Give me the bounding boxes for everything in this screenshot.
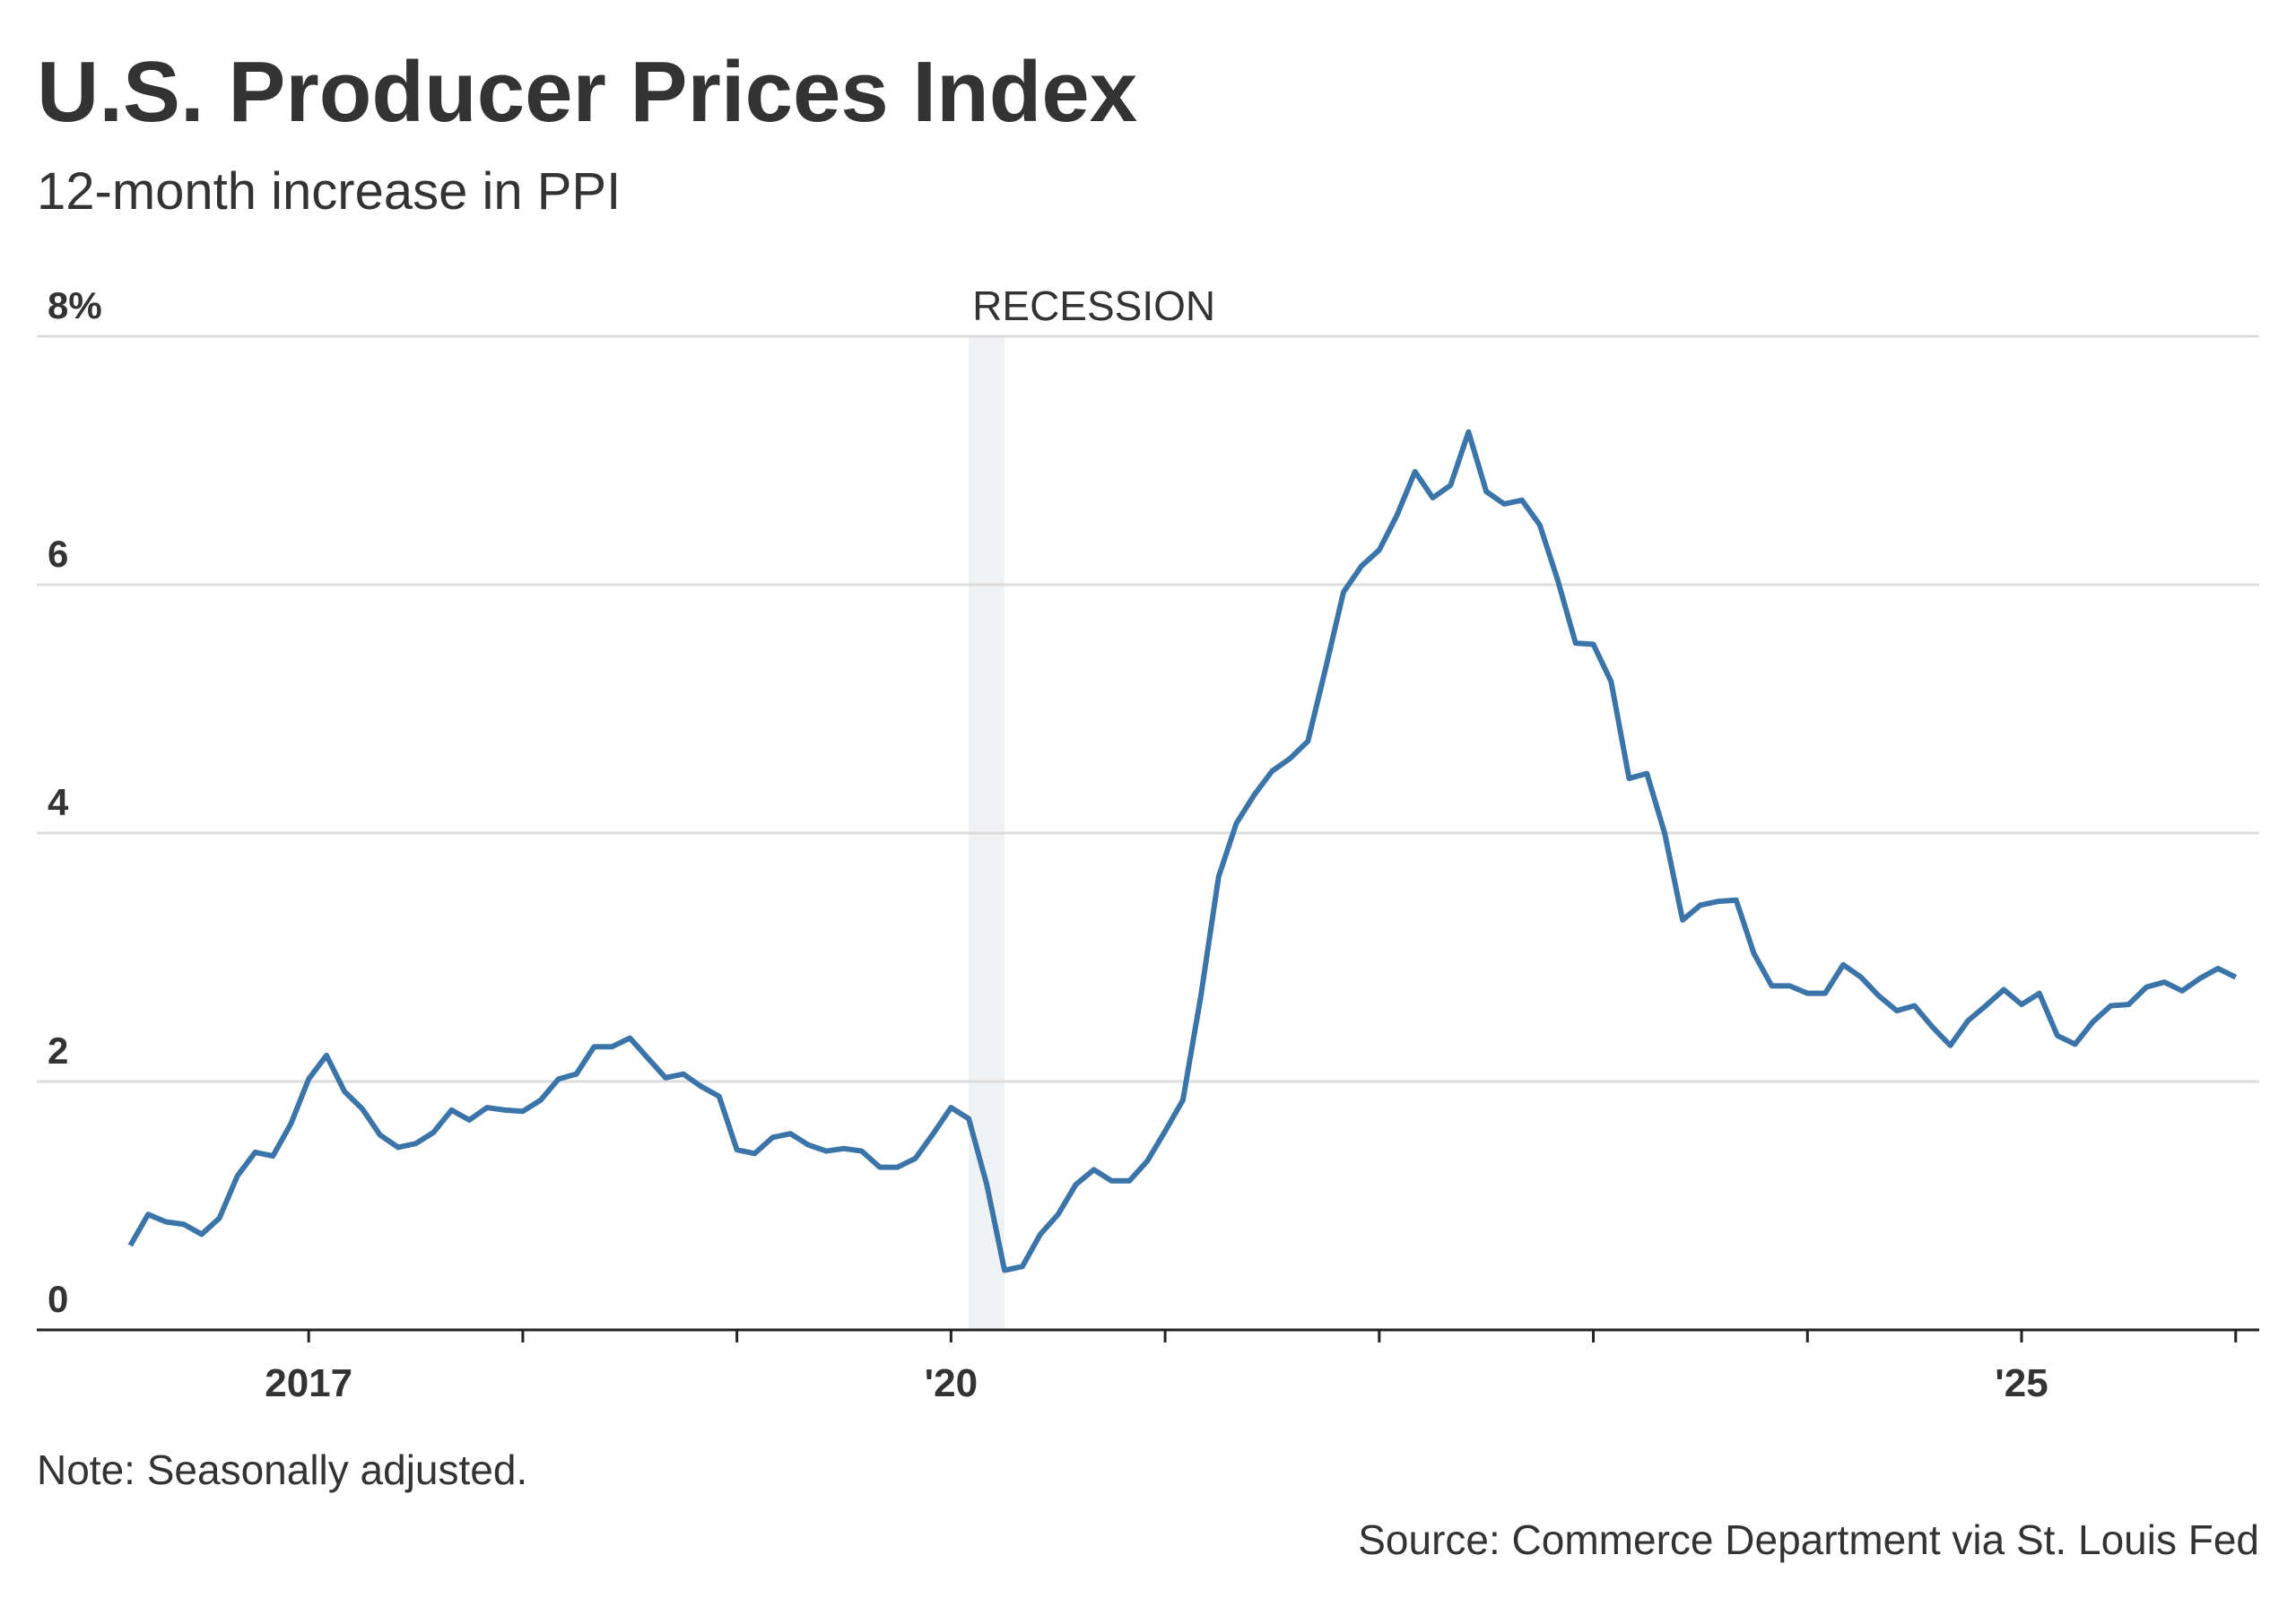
x-tick-label: '20 (925, 1361, 978, 1405)
y-tick-label: 6 (48, 533, 68, 575)
source: Source: Commerce Department via St. Loui… (1358, 1516, 2259, 1563)
y-tick-label: 0 (48, 1278, 68, 1320)
recession-label: RECESSION (972, 282, 1215, 329)
y-tick-label: 2 (48, 1029, 68, 1072)
y-tick-label: 4 (48, 781, 69, 823)
data-line (127, 429, 2238, 1273)
x-tick-label: 2017 (265, 1361, 352, 1405)
y-tick-label: 8% (48, 284, 102, 326)
chart-subtitle: 12-month increase in PPI (37, 162, 621, 221)
chart-title: U.S. Producer Prices Index (37, 44, 1137, 140)
x-tick-label: '25 (1995, 1361, 2048, 1405)
note: Note: Seasonally adjusted. (37, 1446, 527, 1493)
